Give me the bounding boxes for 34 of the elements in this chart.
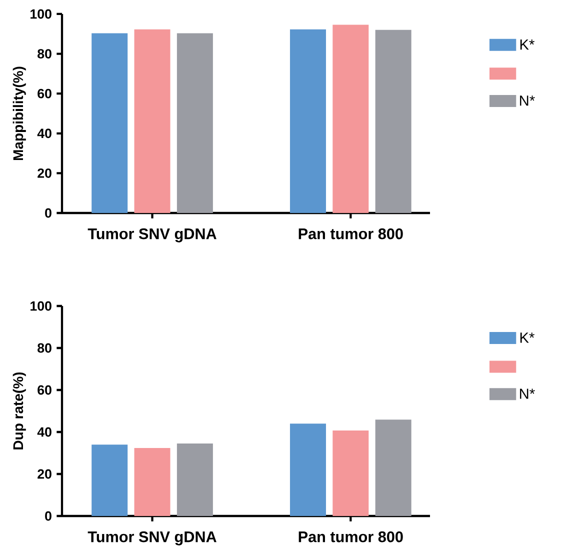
y-tick-label: 0 xyxy=(45,511,52,521)
x-tick-label: Pan tumor 800 xyxy=(298,531,403,542)
y-tick-label: 100 xyxy=(30,9,52,19)
y-tick-label: 40 xyxy=(37,128,52,138)
legend-label: K* xyxy=(520,332,534,343)
y-tick-label: 20 xyxy=(38,168,52,178)
bar xyxy=(134,448,170,516)
bar xyxy=(332,24,369,213)
y-tick-label: 80 xyxy=(38,343,52,353)
y-tick-label: 60 xyxy=(38,88,52,98)
bar xyxy=(92,444,128,516)
y-tick-label: 40 xyxy=(37,427,52,437)
legend-label: N* xyxy=(520,388,535,399)
x-tick-label: Pan tumor 800 xyxy=(298,228,403,240)
y-tick-label: 100 xyxy=(30,301,52,311)
bar xyxy=(176,33,213,213)
bar xyxy=(290,424,326,516)
bar xyxy=(375,420,412,516)
y-tick-label: 0 xyxy=(45,208,52,218)
y-axis-title: Mappibility(%) xyxy=(12,66,26,160)
legend-label: K* xyxy=(520,40,534,50)
y-axis-title: Dup rate(%) xyxy=(12,372,26,450)
bar xyxy=(92,33,128,213)
x-tick-label: Tumor SNV gDNA xyxy=(88,228,216,242)
bar xyxy=(176,444,213,516)
bar xyxy=(332,430,369,516)
bar xyxy=(375,30,412,213)
x-tick-label: Tumor SNV gDNA xyxy=(88,531,216,546)
bar xyxy=(290,29,326,213)
y-tick-label: 80 xyxy=(38,49,52,59)
bar xyxy=(134,29,170,213)
y-tick-label: 60 xyxy=(38,385,52,395)
legend-label: N* xyxy=(520,96,535,106)
y-tick-label: 20 xyxy=(38,469,52,479)
